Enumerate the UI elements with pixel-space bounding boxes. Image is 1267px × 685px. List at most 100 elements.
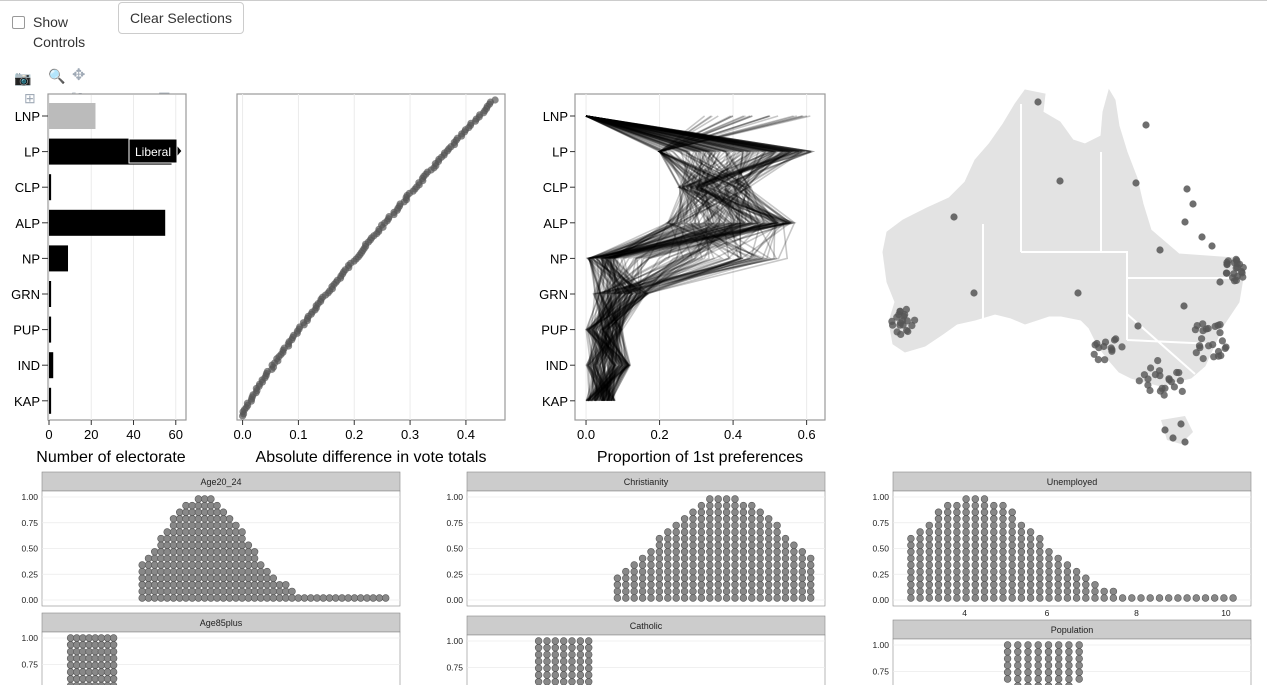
facet-dot[interactable]	[773, 554, 781, 563]
facet-dot[interactable]	[103, 681, 112, 685]
facet-dot[interactable]	[990, 581, 998, 589]
facet-dot[interactable]	[182, 581, 190, 589]
preference-line[interactable]	[586, 115, 794, 401]
facet-dot[interactable]	[664, 567, 672, 576]
facet-dot[interactable]	[773, 581, 781, 589]
facet-dot[interactable]	[806, 567, 815, 576]
facet-dot[interactable]	[999, 508, 1007, 516]
facet-dot[interactable]	[375, 594, 384, 602]
facet-dot[interactable]	[962, 587, 970, 596]
facet-dot[interactable]	[1014, 668, 1022, 676]
facet-dot[interactable]	[1024, 641, 1032, 649]
facet-dot[interactable]	[1044, 654, 1053, 663]
facet-dot[interactable]	[1082, 581, 1090, 589]
facet-dot[interactable]	[999, 515, 1007, 523]
facet-dot[interactable]	[907, 594, 915, 602]
facet-dot[interactable]	[971, 528, 979, 536]
facet-dot[interactable]	[980, 541, 989, 549]
facet-dot[interactable]	[664, 594, 672, 602]
preference-line[interactable]	[585, 115, 785, 402]
facet-dot[interactable]	[225, 528, 234, 536]
facet-dot[interactable]	[672, 594, 680, 602]
facet-dot[interactable]	[739, 508, 748, 516]
facet-dot[interactable]	[144, 594, 153, 602]
facet-dot[interactable]	[999, 528, 1007, 536]
facet-dot[interactable]	[630, 587, 638, 596]
facet-dot[interactable]	[194, 495, 203, 503]
facet-dot[interactable]	[739, 521, 748, 530]
facet-dot[interactable]	[176, 561, 184, 569]
preference-line[interactable]	[585, 115, 794, 401]
facet-dot[interactable]	[680, 594, 689, 602]
facet-dot[interactable]	[182, 561, 190, 569]
preference-line[interactable]	[585, 115, 799, 401]
facet-dot[interactable]	[219, 541, 228, 549]
map-electorate-point[interactable]	[1181, 438, 1189, 446]
facet-dot[interactable]	[182, 554, 190, 563]
camera-icon[interactable]: 📷	[14, 70, 32, 86]
map-electorate-point[interactable]	[1209, 341, 1217, 349]
facet-dot[interactable]	[798, 581, 806, 589]
facet-dot[interactable]	[1036, 554, 1044, 563]
facet-dot[interactable]	[647, 594, 655, 602]
facet-dot[interactable]	[798, 561, 806, 569]
map-electorate-point[interactable]	[1144, 381, 1152, 389]
facet-dot[interactable]	[953, 561, 961, 569]
facet-dot[interactable]	[806, 554, 815, 563]
facet-dot[interactable]	[756, 574, 764, 582]
facet-dot[interactable]	[980, 554, 989, 563]
map-electorate-point[interactable]	[1238, 269, 1246, 277]
facet-dot[interactable]	[689, 567, 697, 576]
facet-dot[interactable]	[151, 567, 159, 576]
facet-dot[interactable]	[207, 567, 215, 576]
preference-line[interactable]	[585, 115, 751, 402]
map-electorate-point[interactable]	[1202, 325, 1210, 333]
facet-dot[interactable]	[748, 501, 756, 510]
facet-dot[interactable]	[79, 647, 87, 656]
facet-dot[interactable]	[925, 581, 933, 589]
facet-dot[interactable]	[655, 574, 664, 582]
facet-dot[interactable]	[773, 594, 781, 602]
facet-dot[interactable]	[109, 661, 118, 669]
facet-dot[interactable]	[613, 574, 622, 582]
facet-dot[interactable]	[219, 534, 228, 543]
facet-dot[interactable]	[962, 515, 970, 523]
facet-dot[interactable]	[188, 528, 196, 536]
facet-dot[interactable]	[990, 587, 998, 596]
facet-dot[interactable]	[907, 541, 915, 549]
facet-dot[interactable]	[1017, 541, 1026, 549]
facet-dot[interactable]	[1034, 682, 1042, 685]
map-electorate-point[interactable]	[1154, 357, 1162, 365]
preference-line[interactable]	[589, 115, 719, 402]
facet-dot[interactable]	[169, 574, 178, 582]
map-electorate-point[interactable]	[1223, 269, 1231, 277]
map-electorate-point[interactable]	[1095, 344, 1103, 352]
facet-dot[interactable]	[706, 501, 714, 510]
facet-dot[interactable]	[971, 501, 979, 510]
preference-line[interactable]	[585, 115, 812, 402]
facet-dot[interactable]	[722, 548, 731, 556]
facet-dot[interactable]	[207, 548, 215, 556]
facet-dot[interactable]	[756, 534, 764, 543]
facet-dot[interactable]	[689, 561, 697, 569]
facet-dot[interactable]	[182, 587, 190, 596]
facet-dot[interactable]	[269, 574, 277, 582]
facet-dot[interactable]	[622, 581, 630, 589]
facet-dot[interactable]	[739, 515, 748, 523]
facet-dot[interactable]	[79, 675, 87, 683]
facet-dot[interactable]	[213, 515, 221, 523]
facet-dot[interactable]	[1146, 594, 1154, 602]
facet-dot[interactable]	[182, 594, 190, 602]
facet-dot[interactable]	[739, 581, 748, 589]
facet-dot[interactable]	[257, 567, 265, 576]
facet-dot[interactable]	[182, 528, 190, 536]
preference-line[interactable]	[585, 115, 742, 401]
facet-dot[interactable]	[714, 561, 722, 569]
facet-dot[interactable]	[739, 587, 748, 596]
facet-dot[interactable]	[201, 594, 209, 602]
preference-line[interactable]	[585, 115, 777, 402]
facet-dot[interactable]	[1054, 581, 1062, 589]
facet-dot[interactable]	[790, 574, 798, 582]
facet-dot[interactable]	[953, 574, 961, 582]
facet-dot[interactable]	[1003, 654, 1012, 663]
